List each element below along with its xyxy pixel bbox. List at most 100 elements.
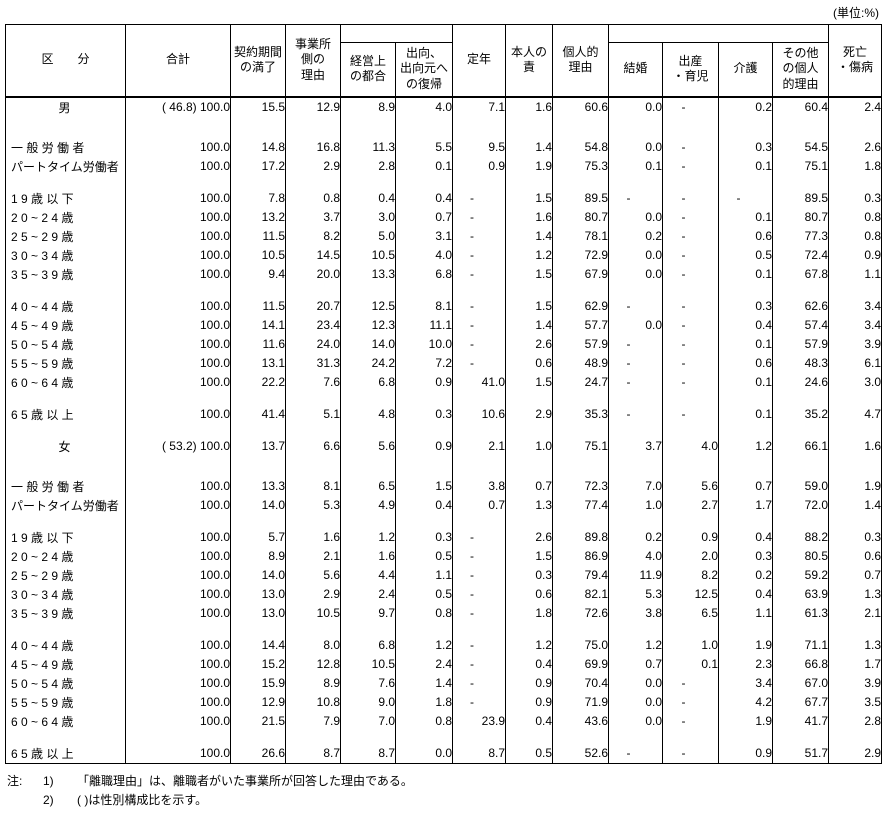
cell: 14.0 <box>230 495 286 515</box>
cell: 88.2 <box>772 514 829 547</box>
cell: 35.3 <box>552 391 609 424</box>
cell: - <box>452 546 506 566</box>
cell: 4.0 <box>395 245 453 265</box>
cell: 0.9 <box>452 156 506 176</box>
cell: 0.3 <box>828 175 882 208</box>
col-header-kaigo: 介護 <box>718 42 773 98</box>
table-row: 2 5 ~ 2 9 歳 100.0 11.5 8.2 5.0 3.1-1.4 78.1 0.2… <box>5 226 882 246</box>
cell: 4.7 <box>828 391 882 424</box>
cell: 0.9 <box>505 673 553 693</box>
cell: 3.9 <box>828 673 882 693</box>
cell: 16.8 <box>285 116 341 157</box>
cell: 57.4 <box>772 315 829 335</box>
col-header-jigyosho-gawa: 事業所 側の 理由 <box>285 24 341 98</box>
cell: 67.8 <box>772 264 829 284</box>
cell: - <box>452 584 506 604</box>
col-header-shukko-fukki: 出向、 出向元へ の復帰 <box>395 42 453 98</box>
note-line-1: 注: 1) 「離職理由」は、離職者がいた事業所が回答した理由である。 <box>7 772 883 791</box>
cell: 17.2 <box>230 156 286 176</box>
cell: 62.6 <box>772 283 829 316</box>
cell: 24.6 <box>772 372 829 392</box>
cell: 100.0 <box>125 546 231 566</box>
cell: - <box>662 283 719 316</box>
cell: - <box>662 156 719 176</box>
row-label: 4 0 ~ 4 4 歳 <box>5 283 126 316</box>
cell: 22.2 <box>230 372 286 392</box>
cell: 66.8 <box>772 654 829 674</box>
cell: 1.3 <box>828 622 882 655</box>
note-number: 2) <box>43 792 54 807</box>
cell: 1.2 <box>505 245 553 265</box>
cell: - <box>662 116 719 157</box>
cell: - <box>662 334 719 354</box>
row-label: 5 0 ~ 5 4 歳 <box>5 334 126 354</box>
cell: 1.5 <box>505 546 553 566</box>
cell: 9.0 <box>340 692 396 712</box>
cell: 100.0 <box>125 455 231 496</box>
cell: 24.0 <box>285 334 341 354</box>
cell: 61.3 <box>772 603 829 623</box>
cell: 9.7 <box>340 603 396 623</box>
cell: 7.0 <box>608 455 663 496</box>
col-header-kubun: 区 分 <box>5 24 126 98</box>
cell: 1.5 <box>505 372 553 392</box>
cell: 2.9 <box>828 730 882 764</box>
cell: 0.9 <box>718 730 773 764</box>
table-row: 1 9 歳 以 下 100.0 5.7 1.6 1.2 0.3-2.6 89.8 0.2 0.9… <box>5 514 882 547</box>
cell: 100.0 <box>125 391 231 424</box>
cell: 11.1 <box>395 315 453 335</box>
table-row: 4 5 ~ 4 9 歳 100.0 14.1 23.4 12.3 11.1-1.4 57.7… <box>5 315 882 335</box>
cell: 5.3 <box>608 584 663 604</box>
table-row: 5 5 ~ 5 9 歳 100.0 12.9 10.8 9.0 1.8-0.9 71.9 0.… <box>5 692 882 712</box>
cell: 0.2 <box>718 565 773 585</box>
cell: 100.0 <box>125 730 231 764</box>
cell: 0.1 <box>718 207 773 227</box>
cell: 2.3 <box>718 654 773 674</box>
cell: 69.9 <box>552 654 609 674</box>
cell: 13.3 <box>230 455 286 496</box>
cell: 12.5 <box>662 584 719 604</box>
cell: - <box>662 96 719 117</box>
cell: - <box>662 353 719 373</box>
cell: 0.0 <box>608 116 663 157</box>
note-number: 1) <box>43 773 54 788</box>
table-row: 4 0 ~ 4 4 歳 100.0 11.5 20.7 12.5 8.1-1.5 62.9-… <box>5 283 882 316</box>
cell: 1.0 <box>608 495 663 515</box>
cell: 59.2 <box>772 565 829 585</box>
cell: 6.8 <box>340 372 396 392</box>
cell: 14.1 <box>230 315 286 335</box>
cell: 8.0 <box>285 622 341 655</box>
row-label: 3 0 ~ 3 4 歳 <box>5 245 126 265</box>
cell: 0.1 <box>395 156 453 176</box>
cell: 0.1 <box>718 156 773 176</box>
cell: 100.0 <box>125 245 231 265</box>
cell: 13.3 <box>340 264 396 284</box>
cell: 41.7 <box>772 711 829 731</box>
cell: 1.0 <box>662 622 719 655</box>
cell: 5.6 <box>285 565 341 585</box>
cell: 8.9 <box>230 546 286 566</box>
cell: 12.9 <box>285 96 341 117</box>
cell: 100.0 <box>125 264 231 284</box>
cell: 6.6 <box>285 423 341 456</box>
cell: 41.0 <box>452 372 506 392</box>
cell: 0.0 <box>608 245 663 265</box>
cell: - <box>662 245 719 265</box>
cell: 0.5 <box>395 546 453 566</box>
cell: 0.8 <box>828 226 882 246</box>
col-header-shussan-ikuji: 出産 ・育児 <box>662 42 719 98</box>
cell: 0.0 <box>608 207 663 227</box>
cell: 7.0 <box>340 711 396 731</box>
cell: 2.1 <box>452 423 506 456</box>
cell: 0.1 <box>662 654 719 674</box>
cell: 0.6 <box>505 353 553 373</box>
cell: 4.0 <box>662 423 719 456</box>
note-line-2: 2) ( )は性別構成比を示す。 <box>7 791 883 810</box>
cell: - <box>662 315 719 335</box>
cell: 8.1 <box>285 455 341 496</box>
cell: 12.3 <box>340 315 396 335</box>
cell: - <box>452 315 506 335</box>
cell: 15.9 <box>230 673 286 693</box>
cell: 54.5 <box>772 116 829 157</box>
cell: 100.0 <box>125 692 231 712</box>
